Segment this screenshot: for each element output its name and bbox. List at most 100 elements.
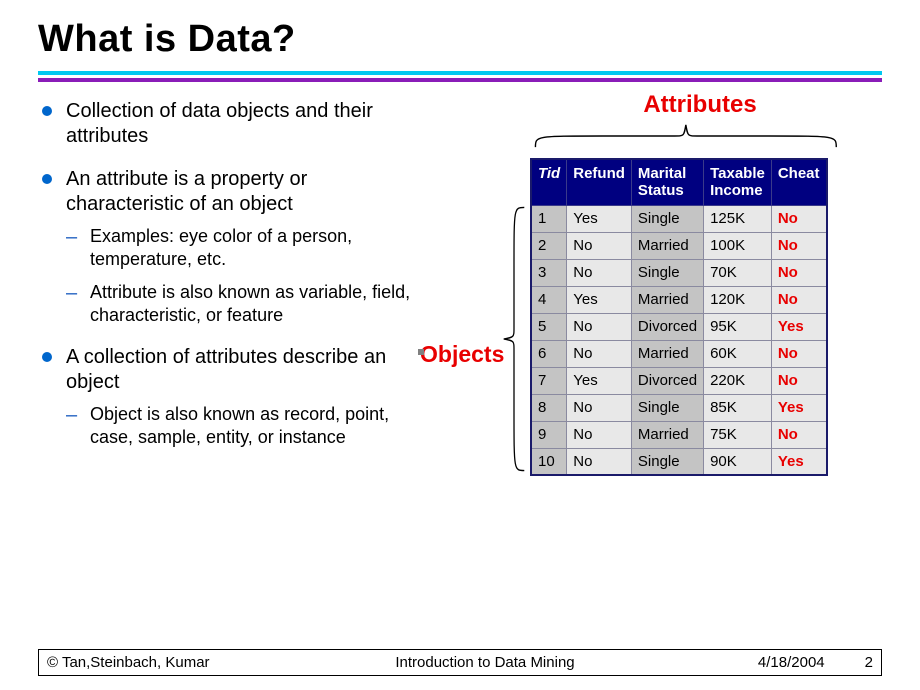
cell-tid: 8 — [531, 394, 567, 421]
footer-page: 2 — [865, 654, 873, 671]
cell-cheat: Yes — [771, 448, 826, 475]
bullet-item: An attribute is a property or characteri… — [38, 167, 418, 327]
table-head: Tid Refund Marital Status Taxable Income… — [531, 159, 827, 205]
cell-status: Married — [631, 340, 703, 367]
cell-tid: 1 — [531, 205, 567, 232]
table-wrap: Tid Refund Marital Status Taxable Income… — [428, 158, 882, 476]
header-row: Tid Refund Marital Status Taxable Income… — [531, 159, 827, 205]
cell-tid: 2 — [531, 232, 567, 259]
cell-cheat: No — [771, 232, 826, 259]
bullet-column: Collection of data objects and their att… — [38, 91, 418, 467]
cell-status: Divorced — [631, 313, 703, 340]
slide-footer: © Tan,Steinbach, Kumar Introduction to D… — [38, 649, 882, 676]
cell-tid: 7 — [531, 367, 567, 394]
cell-income: 100K — [704, 232, 772, 259]
cell-status: Divorced — [631, 367, 703, 394]
cell-refund: Yes — [567, 367, 632, 394]
cell-income: 60K — [704, 340, 772, 367]
footer-title: Introduction to Data Mining — [277, 654, 693, 671]
cell-cheat: No — [771, 367, 826, 394]
cell-income: 90K — [704, 448, 772, 475]
col-header-cheat: Cheat — [771, 159, 826, 205]
data-table: Tid Refund Marital Status Taxable Income… — [530, 158, 828, 476]
brace-vertical-icon — [502, 202, 526, 476]
cell-cheat: No — [771, 421, 826, 448]
bullet-item: A collection of attributes describe an o… — [38, 345, 418, 449]
bullet-text: An attribute is a property or characteri… — [66, 168, 307, 215]
table-row: 5NoDivorced95KYes — [531, 313, 827, 340]
sub-item: Object is also known as record, point, c… — [66, 403, 418, 449]
table-row: 9NoMarried75KNo — [531, 421, 827, 448]
table-body: 1YesSingle125KNo2NoMarried100KNo3NoSingl… — [531, 205, 827, 475]
cell-status: Single — [631, 394, 703, 421]
col-header-status: Marital Status — [631, 159, 703, 205]
attributes-label: Attributes — [518, 91, 882, 119]
content-area: Collection of data objects and their att… — [38, 91, 882, 476]
cell-refund: Yes — [567, 205, 632, 232]
bullet-item: Collection of data objects and their att… — [38, 99, 418, 149]
cell-cheat: No — [771, 340, 826, 367]
bullet-text: A collection of attributes describe an o… — [66, 346, 386, 393]
cell-cheat: No — [771, 259, 826, 286]
table-column: Attributes Objects Tid Refund Marital St… — [428, 91, 882, 476]
cell-income: 220K — [704, 367, 772, 394]
cell-cheat: No — [771, 205, 826, 232]
cell-income: 120K — [704, 286, 772, 313]
cell-income: 95K — [704, 313, 772, 340]
cell-tid: 6 — [531, 340, 567, 367]
divider-bar-bottom — [38, 78, 882, 82]
cell-refund: No — [567, 232, 632, 259]
footer-date: 4/18/2004 — [758, 654, 825, 671]
footer-authors: © Tan,Steinbach, Kumar — [47, 654, 277, 671]
cell-cheat: Yes — [771, 394, 826, 421]
cell-status: Married — [631, 232, 703, 259]
decorative-dot-icon — [418, 349, 424, 355]
cell-income: 70K — [704, 259, 772, 286]
col-header-tid: Tid — [531, 159, 567, 205]
cell-refund: No — [567, 340, 632, 367]
cell-status: Married — [631, 286, 703, 313]
cell-status: Single — [631, 205, 703, 232]
cell-tid: 9 — [531, 421, 567, 448]
cell-cheat: Yes — [771, 313, 826, 340]
bullet-list: Collection of data objects and their att… — [38, 99, 418, 449]
table-row: 1YesSingle125KNo — [531, 205, 827, 232]
slide: What is Data? Collection of data objects… — [0, 0, 920, 690]
cell-income: 75K — [704, 421, 772, 448]
table-row: 4YesMarried120KNo — [531, 286, 827, 313]
cell-tid: 5 — [531, 313, 567, 340]
sub-item: Examples: eye color of a person, tempera… — [66, 225, 418, 271]
table-row: 8NoSingle85KYes — [531, 394, 827, 421]
cell-refund: No — [567, 259, 632, 286]
cell-refund: No — [567, 421, 632, 448]
table-row: 2NoMarried100KNo — [531, 232, 827, 259]
cell-refund: No — [567, 448, 632, 475]
cell-tid: 10 — [531, 448, 567, 475]
col-header-income: Taxable Income — [704, 159, 772, 205]
cell-income: 85K — [704, 394, 772, 421]
table-row: 10NoSingle90KYes — [531, 448, 827, 475]
brace-horizontal-icon — [528, 123, 844, 149]
cell-refund: Yes — [567, 286, 632, 313]
cell-status: Single — [631, 448, 703, 475]
slide-title: What is Data? — [38, 18, 882, 61]
bullet-text: Collection of data objects and their att… — [66, 100, 373, 147]
cell-income: 125K — [704, 205, 772, 232]
cell-status: Married — [631, 421, 703, 448]
sub-item: Attribute is also known as variable, fie… — [66, 281, 418, 327]
objects-label: Objects — [420, 341, 504, 368]
table-row: 6NoMarried60KNo — [531, 340, 827, 367]
sub-list: Examples: eye color of a person, tempera… — [66, 225, 418, 327]
footer-right: 4/18/2004 2 — [693, 654, 873, 671]
title-divider — [38, 71, 882, 81]
cell-refund: No — [567, 394, 632, 421]
cell-cheat: No — [771, 286, 826, 313]
cell-tid: 4 — [531, 286, 567, 313]
table-row: 3NoSingle70KNo — [531, 259, 827, 286]
table-row: 7YesDivorced220KNo — [531, 367, 827, 394]
cell-tid: 3 — [531, 259, 567, 286]
cell-refund: No — [567, 313, 632, 340]
sub-list: Object is also known as record, point, c… — [66, 403, 418, 449]
cell-status: Single — [631, 259, 703, 286]
col-header-refund: Refund — [567, 159, 632, 205]
